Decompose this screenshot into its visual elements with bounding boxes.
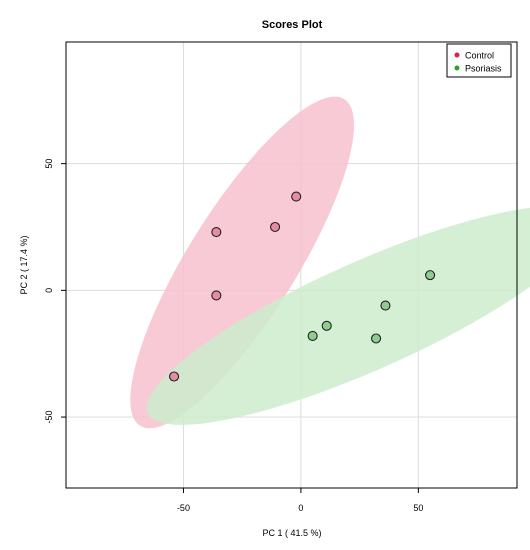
point-psoriasis-3 [321, 320, 332, 331]
y-axis-label: PC 2 ( 17.4 %) [19, 235, 29, 294]
x-tick-label: 0 [298, 503, 303, 513]
y-tick-label: 50 [44, 159, 54, 169]
legend: Control Psoriasis [446, 43, 512, 78]
y-tick-label: -50 [44, 411, 54, 424]
point-control-5 [169, 371, 180, 382]
ellipse-psoriasis [146, 206, 530, 425]
point-control-2 [270, 221, 281, 233]
point-psoriasis-4 [307, 330, 318, 342]
point-control-3 [211, 227, 222, 238]
point-psoriasis-1 [425, 270, 436, 281]
x-tick-label: 50 [413, 503, 423, 513]
x-axis-ticks: -50 0 50 [177, 488, 423, 513]
legend-label-psoriasis: Psoriasis [465, 64, 502, 74]
confidence-ellipses [130, 96, 530, 429]
y-tick-label: 0 [44, 288, 54, 293]
ellipse-control [130, 96, 355, 429]
data-points [169, 191, 436, 382]
y-axis-ticks: -50 0 50 [44, 159, 66, 424]
legend-marker-psoriasis [454, 65, 460, 71]
legend-label-control: Control [465, 51, 494, 61]
plot-frame [65, 41, 518, 489]
legend-marker-control [454, 52, 460, 58]
chart-title: Scores Plot [262, 19, 323, 31]
point-control-1 [291, 191, 302, 202]
point-psoriasis-2 [380, 300, 391, 311]
legend-box [446, 43, 512, 78]
point-control-4 [211, 290, 222, 301]
x-axis-label: PC 1 ( 41.5 %) [262, 528, 321, 538]
x-tick-label: -50 [177, 503, 190, 513]
point-psoriasis-5 [371, 333, 382, 344]
